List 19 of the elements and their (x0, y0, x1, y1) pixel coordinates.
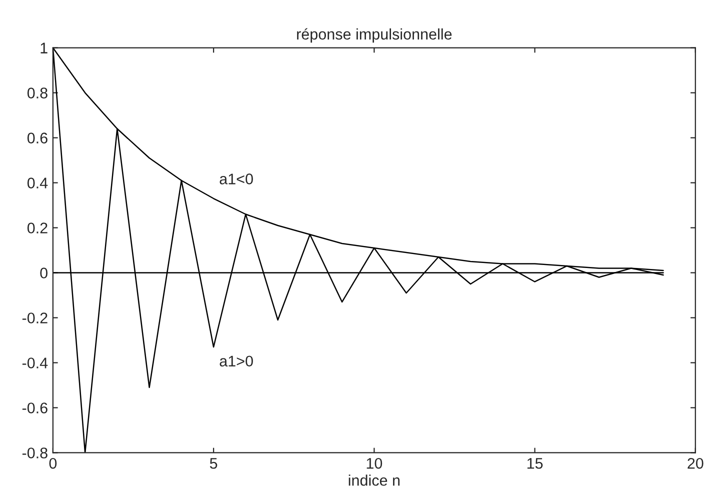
y-tick-label: -0.2 (22, 312, 48, 324)
chart-title: réponse impulsionnelle (297, 28, 452, 43)
y-tick-label: -0.4 (22, 358, 48, 368)
x-tick-label: 15 (527, 458, 543, 469)
y-tick-label: 1 (40, 42, 48, 54)
x-tick-label: 20 (688, 458, 704, 469)
y-tick-label: 0.6 (27, 132, 48, 144)
y-tick-label: 0.4 (27, 178, 48, 188)
y-tick-label: 0 (40, 268, 48, 278)
y-tick-label: -0.8 (22, 448, 48, 458)
x-axis-title: indice n (348, 474, 400, 486)
x-tick-label: 0 (49, 458, 57, 469)
y-tick-label: 0.8 (27, 88, 48, 98)
series-label: a1>0 (220, 356, 253, 367)
x-tick-label: 5 (210, 458, 218, 469)
x-tick-label: 10 (366, 458, 382, 469)
y-tick-label: 0.2 (27, 222, 48, 234)
y-tick-label: -0.6 (22, 402, 48, 414)
series-label: a1<0 (220, 174, 253, 184)
